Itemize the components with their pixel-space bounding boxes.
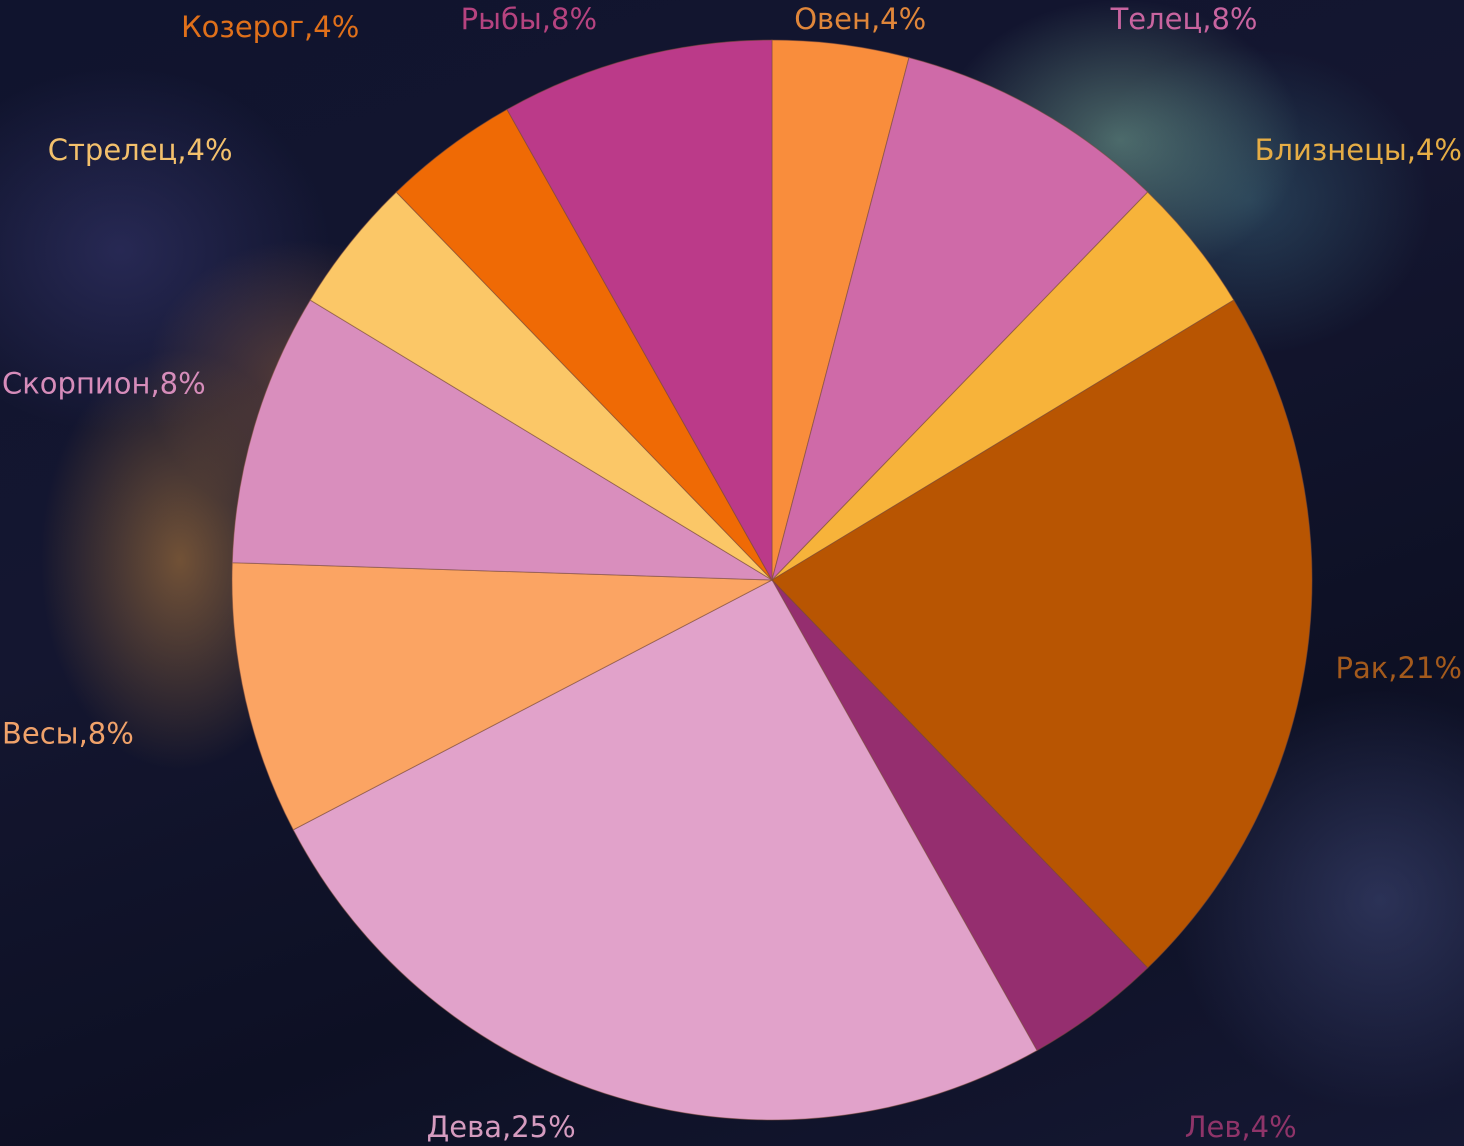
pie-slices: [231, 39, 1313, 1121]
slice-6: [292, 579, 1038, 1121]
slice-label-6: Дева,25%: [427, 1110, 576, 1144]
slice-label-7: Весы,8%: [2, 717, 134, 751]
slice-label-9: Стрелец,4%: [48, 133, 233, 167]
slice-label-11: Рыбы,8%: [461, 2, 597, 36]
slice-label-5: Лев,4%: [1185, 1110, 1297, 1144]
slice-label-10: Козерог,4%: [181, 10, 359, 44]
slice-label-2: Телец,8%: [1110, 2, 1258, 36]
slice-8: [231, 299, 774, 581]
slice-label-3: Близнецы,4%: [1255, 133, 1462, 167]
slice-label-8: Скорпион,8%: [2, 367, 206, 401]
slice-11: [506, 39, 773, 582]
slice-label-1: Овен,4%: [794, 2, 926, 36]
slice-7: [231, 562, 774, 831]
slice-label-4: Рак,21%: [1336, 651, 1462, 685]
slice-4: [771, 299, 1313, 969]
slice-2: [771, 57, 1149, 582]
